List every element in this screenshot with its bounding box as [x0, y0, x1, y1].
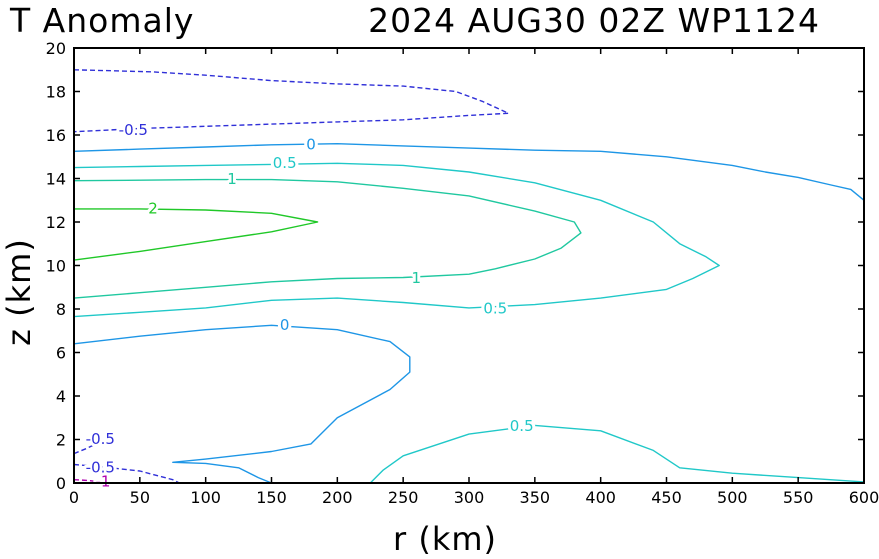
contour-label-3-0: 1 — [227, 170, 237, 188]
contour-label-1-0: 0 — [306, 135, 316, 153]
x-tick-label-100: 100 — [190, 488, 221, 507]
contour-label-2-1: 0.5 — [483, 300, 507, 318]
contour-label-2-0: 0.5 — [273, 154, 297, 172]
contour-label-5-0: 0 — [280, 316, 290, 334]
contour-line-1 — [73, 143, 865, 201]
contour-label-9-0: -1 — [96, 472, 111, 490]
x-tick-label-300: 300 — [454, 488, 485, 507]
y-tick-label-16: 16 — [46, 126, 66, 145]
x-axis-label: r (km) — [393, 520, 497, 558]
x-tick-label-250: 250 — [388, 488, 419, 507]
plot-frame — [73, 47, 865, 484]
x-tick-label-450: 450 — [651, 488, 682, 507]
y-tick-label-4: 4 — [56, 387, 66, 406]
x-tick-label-350: 350 — [520, 488, 551, 507]
y-tick-label-2: 2 — [56, 431, 66, 450]
x-tick-label-200: 200 — [322, 488, 353, 507]
y-tick-label-0: 0 — [56, 474, 66, 493]
y-tick-label-14: 14 — [46, 170, 66, 189]
contour-label-6-0: 0.5 — [510, 417, 534, 435]
contour-line-6 — [369, 424, 865, 484]
chart-title-left: T Anomaly — [9, 1, 194, 40]
y-axis-label: z (km) — [0, 238, 38, 346]
x-tick-label-0: 0 — [69, 488, 79, 507]
contour-label-8-0: -0.5 — [86, 458, 115, 476]
contour-label-4-0: 2 — [148, 199, 158, 217]
x-tick-label-150: 150 — [256, 488, 287, 507]
y-tick-label-10: 10 — [46, 257, 66, 276]
contour-line-4 — [73, 208, 319, 261]
contour-line-2 — [73, 162, 720, 318]
y-tick-label-12: 12 — [46, 213, 66, 232]
y-tick-label-8: 8 — [56, 300, 66, 319]
y-tick-label-18: 18 — [46, 83, 66, 102]
contour-line-8 — [73, 463, 180, 484]
contour-label-7-0: -0.5 — [86, 430, 115, 448]
x-tick-label-550: 550 — [783, 488, 814, 507]
y-tick-label-20: 20 — [46, 39, 66, 58]
contour-line-7 — [73, 441, 101, 455]
contour-line-0 — [73, 69, 510, 133]
x-tick-label-400: 400 — [585, 488, 616, 507]
contour-line-3 — [73, 178, 582, 299]
contour-label-3-1: 1 — [412, 269, 422, 287]
y-tick-label-6: 6 — [56, 344, 66, 363]
chart-title-right: 2024 AUG30 02Z WP1124 — [368, 1, 820, 40]
x-tick-label-600: 600 — [849, 488, 879, 507]
tick-layer: 0 50 100 150 200 250 300 350 400 450 500 550 6000246… — [46, 39, 879, 507]
contour-label-0-0: -0.5 — [119, 121, 148, 139]
contour-line-5 — [73, 324, 411, 484]
x-tick-label-500: 500 — [717, 488, 748, 507]
x-tick-label-50: 50 — [130, 488, 150, 507]
